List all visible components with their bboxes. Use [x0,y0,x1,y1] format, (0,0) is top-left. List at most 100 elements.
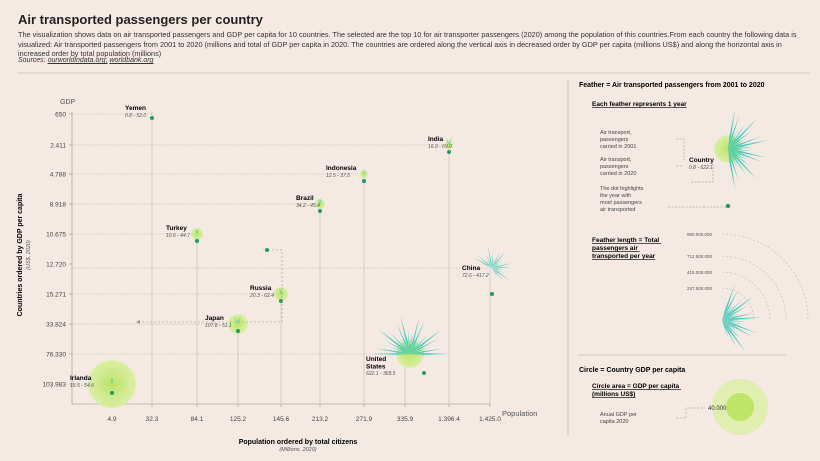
russia-connector-arrow [136,320,140,324]
feather-blade [728,149,757,180]
feather-blade [112,378,114,384]
peak-year-dot [447,150,451,154]
feather-blade [728,129,738,149]
country-label: Turkey [166,225,187,232]
feather-blade [410,336,422,354]
x-tick-label: 32.3 [146,416,159,423]
feather-blade [362,168,364,174]
feather-blade [478,255,492,268]
feather-blade [722,283,736,320]
feather-blade [492,262,513,268]
length-scale-arc [721,287,755,321]
feather-blade [722,289,739,320]
source-link-ourworldindata[interactable]: ourworldindata.org; [47,57,108,64]
feather-fan [194,226,200,234]
feather-fan [110,376,114,384]
feather-blade [278,286,281,294]
x-tick-label: 145.6 [273,416,290,423]
feather-blade [722,320,744,325]
feather-blade [400,316,410,354]
length-scale-label: 712.500.000 [687,254,713,259]
feather-fan [728,109,768,190]
length-scale-label: 415.000.000 [687,270,713,275]
feather-blade [362,168,364,174]
y-axis-title: Countries ordered by GDP per capita [17,194,24,317]
sources-line: Sources: ourworldindata.org; worldbank.o… [18,57,153,64]
feather-blade [449,135,453,145]
feather-blade [728,124,746,149]
y-tick-label: 15.271 [46,292,66,299]
feather-blade [320,196,322,204]
feather-blade [492,259,503,268]
y-axis-subtitle: (US$, 2020) [26,240,32,270]
feather-fan [317,196,323,204]
feather-blade [364,169,366,174]
feather-blade [722,320,737,348]
feather-blade [722,303,735,320]
feather-blade [281,288,284,294]
feather-blade [318,197,320,204]
feather-blade [364,168,366,174]
feather-blade [722,320,729,339]
feather-blade [238,317,242,324]
feather-blade [233,315,238,324]
legend-length-scale: 950.000.000 712.500.000 415.000.000 237.500… [687,232,809,353]
feather-blade [398,337,410,354]
feather-blade [444,136,449,145]
feather-blade [376,348,410,354]
feather-blade [235,315,238,324]
feather-blade [722,320,746,353]
legend-feather-title: Feather = Air transported passengers fro… [579,82,765,89]
feather-blade [390,332,410,354]
feather-blade [449,137,450,145]
russia-connector-dot [265,248,269,252]
feather-blade [491,251,493,268]
feather-blade [237,318,238,324]
feather-blade [728,114,740,149]
feather-blade [492,267,512,269]
y-tick-label: 8.918 [50,202,67,209]
feather-blade [410,334,429,354]
feather-blade [722,320,758,334]
length-scale-label: 237.500.000 [687,286,713,291]
country-range: 0.8 - 52.0 [125,113,146,119]
feather-blade [279,287,281,294]
y-tick-label: 10.675 [46,232,66,239]
length-scale-arc [721,255,787,321]
feather-blade [728,147,754,149]
country-range: 107.8 - 51.1 [205,323,232,329]
legend-feather-subtitle: Each feather represents 1 year [592,101,687,108]
feather-blade [722,312,741,320]
legend-leader-dot [668,205,727,208]
feather-blade [410,353,450,355]
source-link-worldbank[interactable]: worldbank.org [109,57,154,64]
legend-note-2001: Air transport, passengers carried in 200… [600,130,636,150]
feather-blade [728,138,747,149]
russia-connector [138,249,283,323]
sources-label: Sources: [18,57,46,64]
feather-fan [233,314,242,324]
feather-blade [728,130,753,149]
feather-blade [238,314,242,324]
feather-blade [410,339,438,354]
feather-fan [444,135,453,145]
feather-blade [728,149,747,176]
y-tick-label: 103.983 [43,382,67,389]
x-tick-label: 213.2 [312,416,329,423]
feather-blade [378,329,410,354]
legend-circle-note: Anual GDP per capita 2020 [600,412,638,425]
feather-blade [728,109,736,149]
legend-country-range: 0.8 - 622.1 [689,165,713,171]
feather-blade [371,353,410,355]
feather-blade [195,227,197,234]
